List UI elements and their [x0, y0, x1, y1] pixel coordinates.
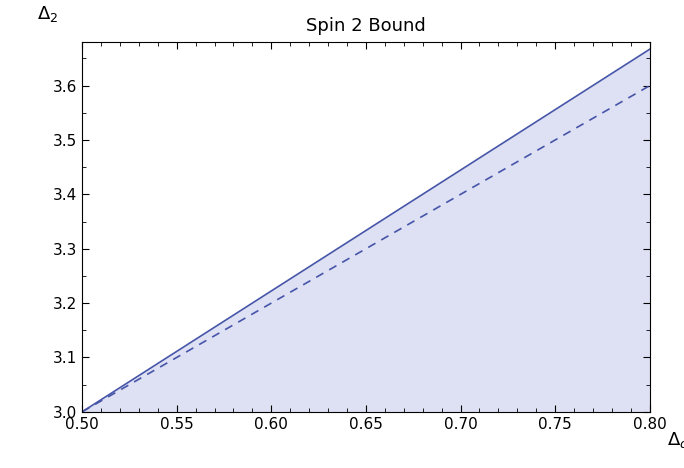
Text: $\Delta_2$: $\Delta_2$ [37, 4, 58, 23]
X-axis label: $\Delta_\sigma$: $\Delta_\sigma$ [667, 431, 684, 450]
Title: Spin 2 Bound: Spin 2 Bound [306, 17, 426, 35]
